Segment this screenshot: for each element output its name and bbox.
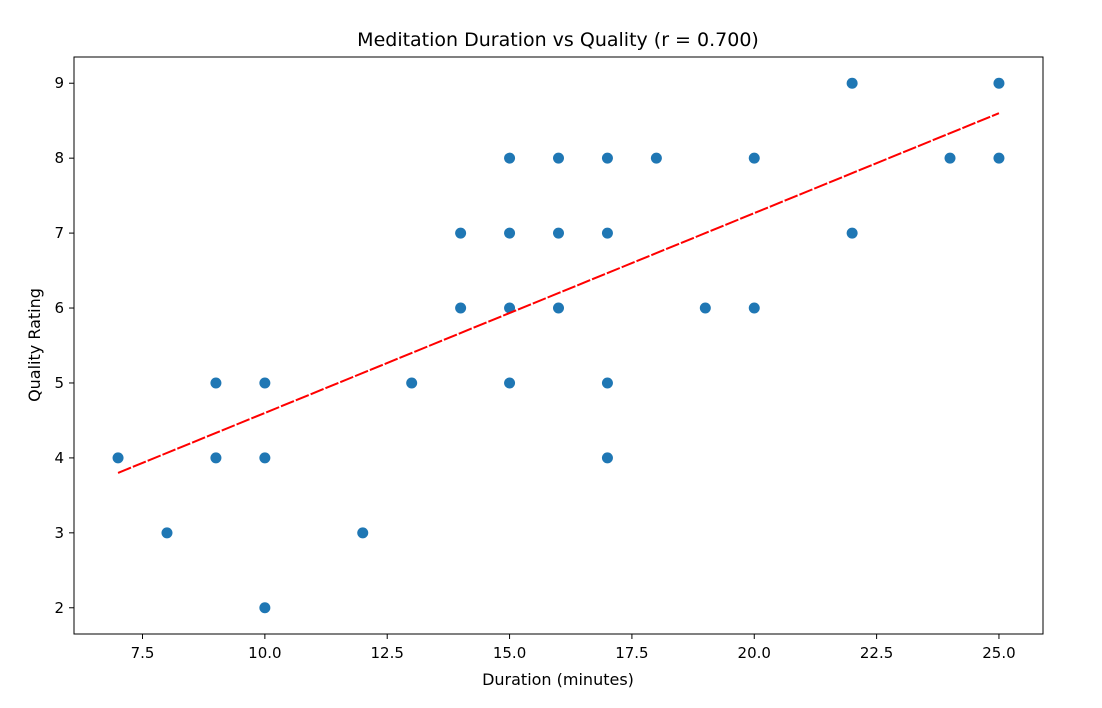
scatter-point (993, 152, 1005, 164)
scatter-point (699, 302, 711, 314)
x-axis-ticks: 7.5 10.0 12.5 15.0 17.5 20.0 22.5 25.0 (131, 634, 1016, 662)
scatter-point (944, 152, 956, 164)
scatter-point (259, 377, 271, 389)
x-tick-label: 10.0 (248, 644, 281, 662)
scatter-point (112, 452, 124, 464)
scatter-point (357, 527, 369, 539)
scatter-point (748, 302, 760, 314)
scatter-point (455, 227, 467, 239)
y-tick-label: 7 (54, 224, 64, 242)
scatter-point (161, 527, 173, 539)
x-tick-label: 20.0 (738, 644, 771, 662)
scatter-point (553, 302, 564, 314)
y-tick-label: 4 (54, 449, 64, 467)
scatter-point (504, 227, 516, 239)
x-tick-label: 17.5 (615, 644, 648, 662)
x-tick-label: 22.5 (860, 644, 893, 662)
scatter-point (601, 227, 613, 239)
y-tick-label: 8 (54, 149, 64, 167)
y-tick-label: 6 (54, 299, 64, 317)
y-tick-label: 5 (54, 374, 64, 392)
x-axis-label: Duration (minutes) (482, 670, 634, 689)
chart-title: Meditation Duration vs Quality (r = 0.70… (357, 29, 759, 51)
y-axis-label: Quality Rating (25, 288, 44, 402)
scatter-point (504, 377, 516, 389)
y-tick-label: 9 (54, 74, 64, 92)
scatter-point (210, 452, 222, 464)
scatter-point (210, 377, 222, 389)
scatter-point (650, 152, 662, 164)
scatter-point (504, 152, 516, 164)
scatter-point (455, 302, 467, 314)
y-tick-label: 2 (54, 599, 64, 617)
plot-area (112, 77, 1005, 614)
scatter-point (601, 152, 613, 164)
scatter-point (748, 152, 760, 164)
y-tick-label: 3 (54, 524, 64, 542)
scatter-point (553, 152, 564, 164)
x-tick-label: 12.5 (371, 644, 404, 662)
scatter-point (601, 377, 613, 389)
scatter-point (846, 227, 858, 239)
regression-line (117, 112, 1000, 474)
scatter-point (406, 377, 418, 389)
x-tick-label: 25.0 (982, 644, 1015, 662)
x-tick-label: 7.5 (131, 644, 155, 662)
scatter-point (846, 77, 858, 89)
scatter-point (504, 302, 516, 314)
scatter-point (259, 602, 271, 614)
scatter-point (601, 452, 613, 464)
x-tick-label: 15.0 (493, 644, 526, 662)
axes-frame (73, 56, 1044, 635)
scatter-point (553, 227, 564, 239)
y-axis-ticks: 2 3 4 5 6 7 8 9 (54, 74, 74, 617)
scatter-point (993, 77, 1005, 89)
scatter-point (259, 452, 271, 464)
